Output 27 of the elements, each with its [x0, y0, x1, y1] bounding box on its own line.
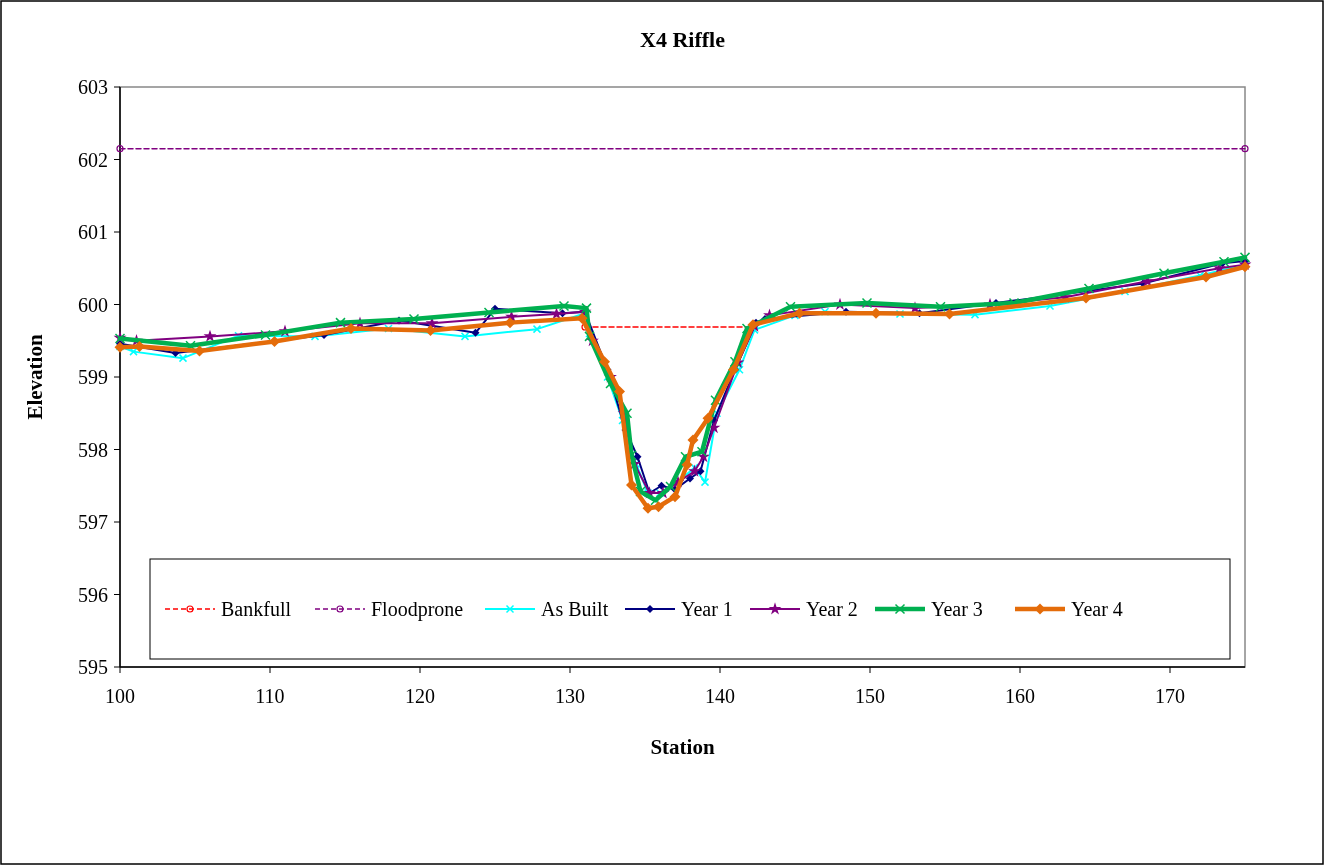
x-tick-label: 160: [1005, 685, 1035, 707]
legend-label: Year 4: [1071, 598, 1123, 620]
x-tick-label: 170: [1155, 685, 1185, 707]
x-axis-title: Station: [650, 735, 715, 759]
y-tick-label: 596: [78, 583, 108, 606]
y-tick-label: 595: [78, 656, 108, 678]
y-tick-label: 603: [78, 76, 108, 98]
y-tick-label: 597: [78, 511, 108, 533]
legend-label: As Built: [541, 598, 609, 620]
x-tick-label: 110: [255, 685, 285, 707]
x-tick-label: 120: [405, 685, 435, 707]
y-tick-label: 598: [78, 438, 108, 461]
x-tick-label: 130: [555, 685, 585, 707]
x-tick-label: 140: [705, 685, 735, 707]
y-axis-title: Elevation: [23, 334, 47, 420]
legend-label: Bankfull: [221, 598, 292, 620]
x-tick-label: 150: [855, 685, 885, 707]
y-tick-label: 599: [78, 366, 108, 388]
chart-title: X4 Riffle: [640, 27, 726, 52]
legend-label: Year 1: [681, 598, 733, 620]
x-tick-label: 100: [105, 685, 135, 707]
y-tick-label: 601: [78, 221, 108, 243]
y-tick-label: 600: [78, 293, 108, 316]
legend-label: Year 2: [806, 598, 858, 620]
legend-label: Floodprone: [371, 598, 464, 621]
y-tick-label: 602: [78, 148, 108, 171]
legend-label: Year 3: [931, 598, 983, 620]
